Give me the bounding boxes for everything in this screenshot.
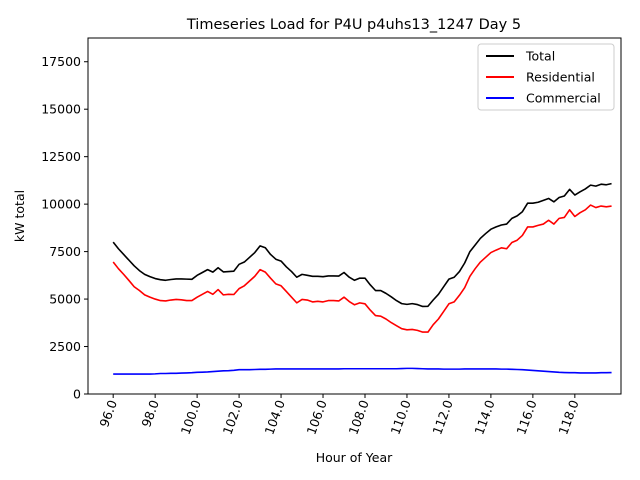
y-tick-label: 10000 bbox=[41, 197, 81, 212]
y-axis: 0 2500 5000 7500 10000 12500 15000 17500 bbox=[41, 54, 88, 402]
y-tick-label: 17500 bbox=[41, 54, 81, 69]
chart-title: Timeseries Load for P4U p4uhs13_1247 Day… bbox=[186, 17, 521, 33]
y-axis-label: kW total bbox=[12, 190, 27, 242]
legend: Total Residential Commercial bbox=[477, 43, 615, 111]
series-line-residential bbox=[112, 204, 612, 333]
series-layer bbox=[112, 182, 612, 375]
y-tick-label: 7500 bbox=[49, 244, 81, 259]
y-tick-label: 12500 bbox=[41, 149, 81, 164]
series-line-commercial bbox=[113, 367, 612, 375]
legend-label-total: Total bbox=[525, 49, 555, 64]
legend-label-commercial: Commercial bbox=[526, 91, 601, 106]
legend-frame bbox=[477, 43, 615, 111]
y-tick-label: 0 bbox=[73, 387, 81, 402]
y-tick-label: 5000 bbox=[49, 292, 81, 307]
axes-frame bbox=[87, 37, 622, 395]
y-tick-label: 2500 bbox=[49, 339, 81, 354]
x-axis-label: Hour of Year bbox=[316, 450, 393, 465]
legend-label-residential: Residential bbox=[526, 70, 595, 85]
y-tick-label: 15000 bbox=[41, 102, 81, 117]
series-line-total bbox=[112, 182, 612, 308]
